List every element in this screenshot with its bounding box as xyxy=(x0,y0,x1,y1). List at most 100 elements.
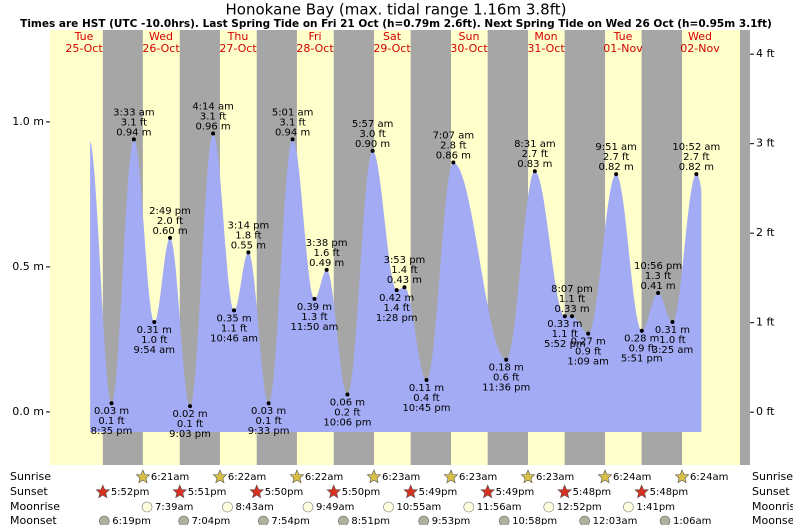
sunrise-icon xyxy=(212,469,228,484)
tide-label: 0.2 ft xyxy=(334,408,360,419)
row-time: 6:24am xyxy=(690,472,728,483)
day-weekday: Tue xyxy=(613,30,633,43)
tide-label: 5:01 am xyxy=(272,107,314,118)
tide-label: 0.33 m xyxy=(547,319,582,330)
tide-label: 1.1 ft xyxy=(559,294,585,305)
sunset-icon xyxy=(326,484,342,499)
row-time: 10:55am xyxy=(397,502,442,513)
sunrise-icon xyxy=(289,469,305,484)
row-time: 11:56am xyxy=(477,502,522,513)
tide-label: 5:57 am xyxy=(352,119,394,130)
row-time: 5:50pm xyxy=(342,487,381,498)
tide-label: 0.1 ft xyxy=(255,416,281,427)
tide-point xyxy=(290,137,295,142)
row-time: 5:52pm xyxy=(111,487,150,498)
row-label: Sunset xyxy=(10,485,48,498)
y2-tick-label: 0 ft xyxy=(756,405,775,418)
tide-label: 3.1 ft xyxy=(200,112,226,123)
tide-point xyxy=(246,250,251,255)
tide-label: 1.3 ft xyxy=(645,271,671,282)
tide-label: 10:56 pm xyxy=(634,261,682,272)
row-time: 6:22am xyxy=(305,472,343,483)
row-time: 6:23am xyxy=(382,472,420,483)
row-label: Sunset xyxy=(752,485,790,498)
tide-point xyxy=(694,172,699,177)
tide-point xyxy=(656,291,661,296)
tide-point xyxy=(586,331,591,336)
row-label: Moonset xyxy=(10,514,57,525)
tide-label: 2.7 ft xyxy=(522,149,548,160)
tide-point xyxy=(168,235,173,240)
tide-label: 0.55 m xyxy=(231,240,266,251)
moonset-icon xyxy=(258,515,269,525)
tide-label: 2.0 ft xyxy=(157,216,183,227)
y-tick-label: 0.0 m xyxy=(12,405,44,418)
moonset-icon xyxy=(418,515,430,525)
tide-label: 3:38 pm xyxy=(306,238,348,249)
tide-label: 11:36 pm xyxy=(482,383,530,394)
tide-point xyxy=(562,314,567,319)
row-time: 10:58pm xyxy=(512,516,557,525)
sunrise-icon xyxy=(674,469,690,484)
tide-label: 0.27 m xyxy=(571,337,606,348)
tide-label: 0.60 m xyxy=(152,226,187,237)
tide-point xyxy=(345,392,350,397)
row-time: 9:53pm xyxy=(432,516,471,525)
moonset-icon xyxy=(579,515,590,525)
tide-label: 0.31 m xyxy=(137,325,172,336)
day-weekday: Fri xyxy=(308,30,321,43)
moonrise-icon xyxy=(383,501,394,513)
day-weekday: Thu xyxy=(227,30,249,43)
y-tick-label: 0.5 m xyxy=(12,260,44,273)
tide-label: 0.4 ft xyxy=(413,393,439,404)
tide-label: 1.8 ft xyxy=(235,230,261,241)
tide-label: 2.7 ft xyxy=(683,152,709,163)
tide-point xyxy=(131,137,136,142)
tide-label: 0.28 m xyxy=(624,334,659,345)
day-weekday: Tue xyxy=(74,30,94,43)
tide-label: 0.9 ft xyxy=(629,344,655,355)
tide-label: 0.86 m xyxy=(436,151,471,162)
row-label: Moonset xyxy=(752,514,793,525)
row-time: 5:48pm xyxy=(650,487,689,498)
tide-label: 0.94 m xyxy=(116,127,151,138)
tide-label: 0.6 ft xyxy=(493,373,519,384)
tide-label: 0.18 m xyxy=(489,363,524,374)
tide-point xyxy=(451,160,456,165)
tide-label: 0.1 ft xyxy=(98,416,124,427)
day-date: 01-Nov xyxy=(603,42,643,55)
tide-point xyxy=(614,172,619,177)
tide-label: 3:14 pm xyxy=(228,220,270,231)
row-time: 6:23am xyxy=(536,472,574,483)
tide-label: 11:50 am xyxy=(291,322,339,333)
tide-label: 10:52 am xyxy=(672,142,720,153)
tide-point xyxy=(370,148,375,153)
tide-label: 0.94 m xyxy=(275,127,310,138)
tide-label: 0.35 m xyxy=(216,313,251,324)
tide-label: 10:06 pm xyxy=(323,418,371,429)
tide-point xyxy=(232,308,237,313)
day-weekday: Wed xyxy=(688,30,712,43)
moonrise-icon xyxy=(543,501,555,513)
tide-label: 0.42 m xyxy=(379,293,414,304)
tide-label: 3:33 am xyxy=(113,107,155,118)
row-time: 8:43am xyxy=(235,502,273,513)
tide-label: 10:45 pm xyxy=(402,403,450,414)
tide-label: 0.90 m xyxy=(355,139,390,150)
row-label: Moonrise xyxy=(10,500,60,513)
y2-tick-label: 1 ft xyxy=(756,316,775,329)
row-time: 5:50pm xyxy=(265,487,304,498)
y-tick-label: 1.0 m xyxy=(12,115,44,128)
sunset-icon xyxy=(403,484,419,499)
tide-point xyxy=(211,131,216,136)
tide-label: 9:03 pm xyxy=(169,429,211,440)
row-time: 6:22am xyxy=(228,472,266,483)
day-weekday: Wed xyxy=(149,30,173,43)
day-date: 30-Oct xyxy=(450,42,488,55)
tide-label: 2.7 ft xyxy=(603,152,629,163)
tide-point xyxy=(324,267,329,272)
tide-label: 3:25 am xyxy=(652,345,694,356)
tide-label: 0.41 m xyxy=(640,281,675,292)
row-time: 7:04pm xyxy=(192,516,231,525)
tide-label: 1.1 ft xyxy=(221,323,247,334)
